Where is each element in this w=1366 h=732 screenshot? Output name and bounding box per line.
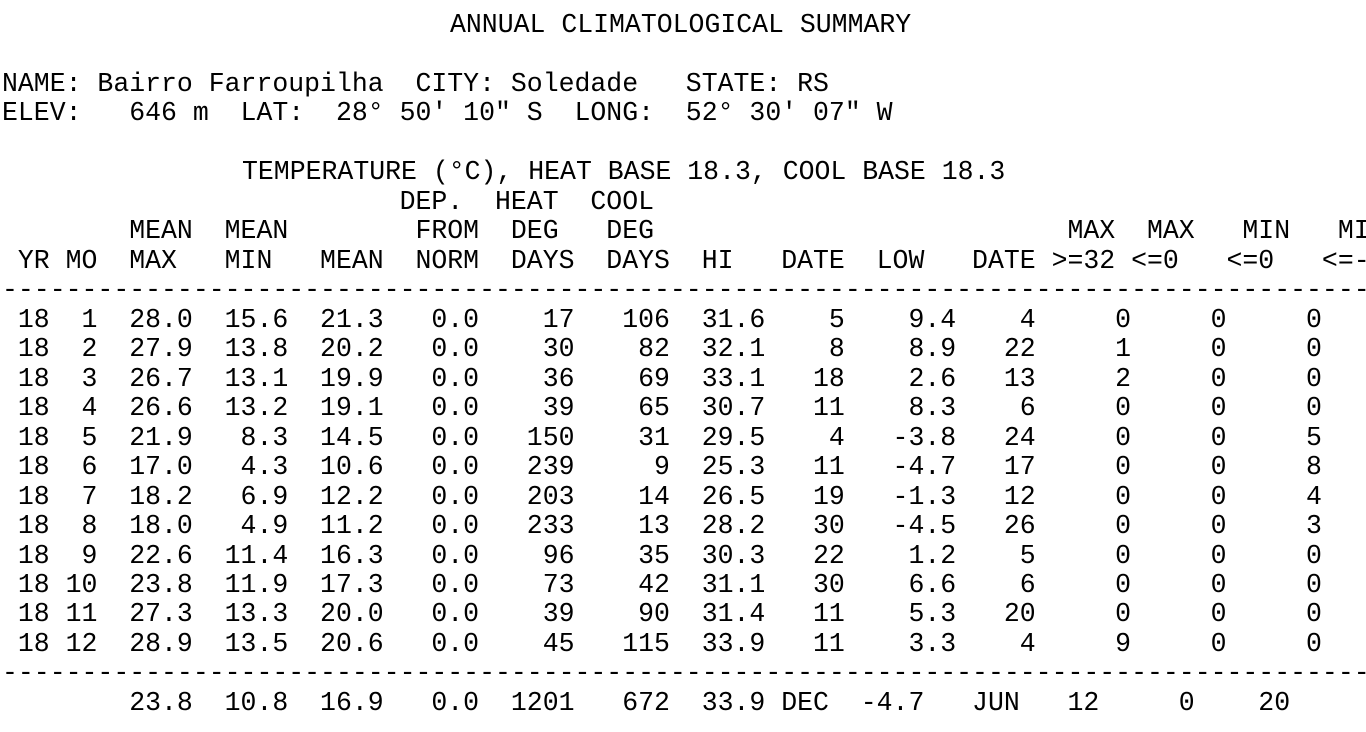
table-separator: ----------------------------------------… xyxy=(2,275,1366,305)
summary-row: 23.8 10.8 16.9 0.0 1201 672 33.9 DEC -4.… xyxy=(2,688,1366,718)
table-row: 18 1 28.0 15.6 21.3 0.0 17 106 31.6 5 9.… xyxy=(2,305,1366,335)
table-row: 18 9 22.6 11.4 16.3 0.0 96 35 30.3 22 1.… xyxy=(2,541,1366,571)
table-row: 18 11 27.3 13.3 20.0 0.0 39 90 31.4 11 5… xyxy=(2,599,1366,629)
table-header-line: DEP. HEAT COOL xyxy=(2,187,655,217)
station-elev-line: ELEV: 646 m LAT: 28° 50' 10" S LONG: 52°… xyxy=(2,98,893,128)
table-row: 18 5 21.9 8.3 14.5 0.0 150 31 29.5 4 -3.… xyxy=(2,423,1366,453)
table-row: 18 8 18.0 4.9 11.2 0.0 233 13 28.2 30 -4… xyxy=(2,511,1366,541)
table-header-line: YR MO MAX MIN MEAN NORM DAYS DAYS HI DAT… xyxy=(2,246,1366,276)
table-row: 18 4 26.6 13.2 19.1 0.0 39 65 30.7 11 8.… xyxy=(2,393,1366,423)
table-row: 18 7 18.2 6.9 12.2 0.0 203 14 26.5 19 -1… xyxy=(2,482,1366,512)
table-caption: TEMPERATURE (°C), HEAT BASE 18.3, COOL B… xyxy=(242,157,1006,187)
table-row: 18 12 28.9 13.5 20.6 0.0 45 115 33.9 11 … xyxy=(2,629,1366,659)
report-title: ANNUAL CLIMATOLOGICAL SUMMARY xyxy=(450,10,912,40)
table-row: 18 3 26.7 13.1 19.9 0.0 36 69 33.1 18 2.… xyxy=(2,364,1366,394)
station-name-line: NAME: Bairro Farroupilha CITY: Soledade … xyxy=(2,69,829,99)
table-row: 18 6 17.0 4.3 10.6 0.0 239 9 25.3 11 -4.… xyxy=(2,452,1366,482)
table-separator: ----------------------------------------… xyxy=(2,658,1366,688)
table-row: 18 10 23.8 11.9 17.3 0.0 73 42 31.1 30 6… xyxy=(2,570,1366,600)
table-header-line: MEAN MEAN FROM DEG DEG MAX MAX MIN MIN xyxy=(2,216,1366,246)
table-row: 18 2 27.9 13.8 20.2 0.0 30 82 32.1 8 8.9… xyxy=(2,334,1366,364)
